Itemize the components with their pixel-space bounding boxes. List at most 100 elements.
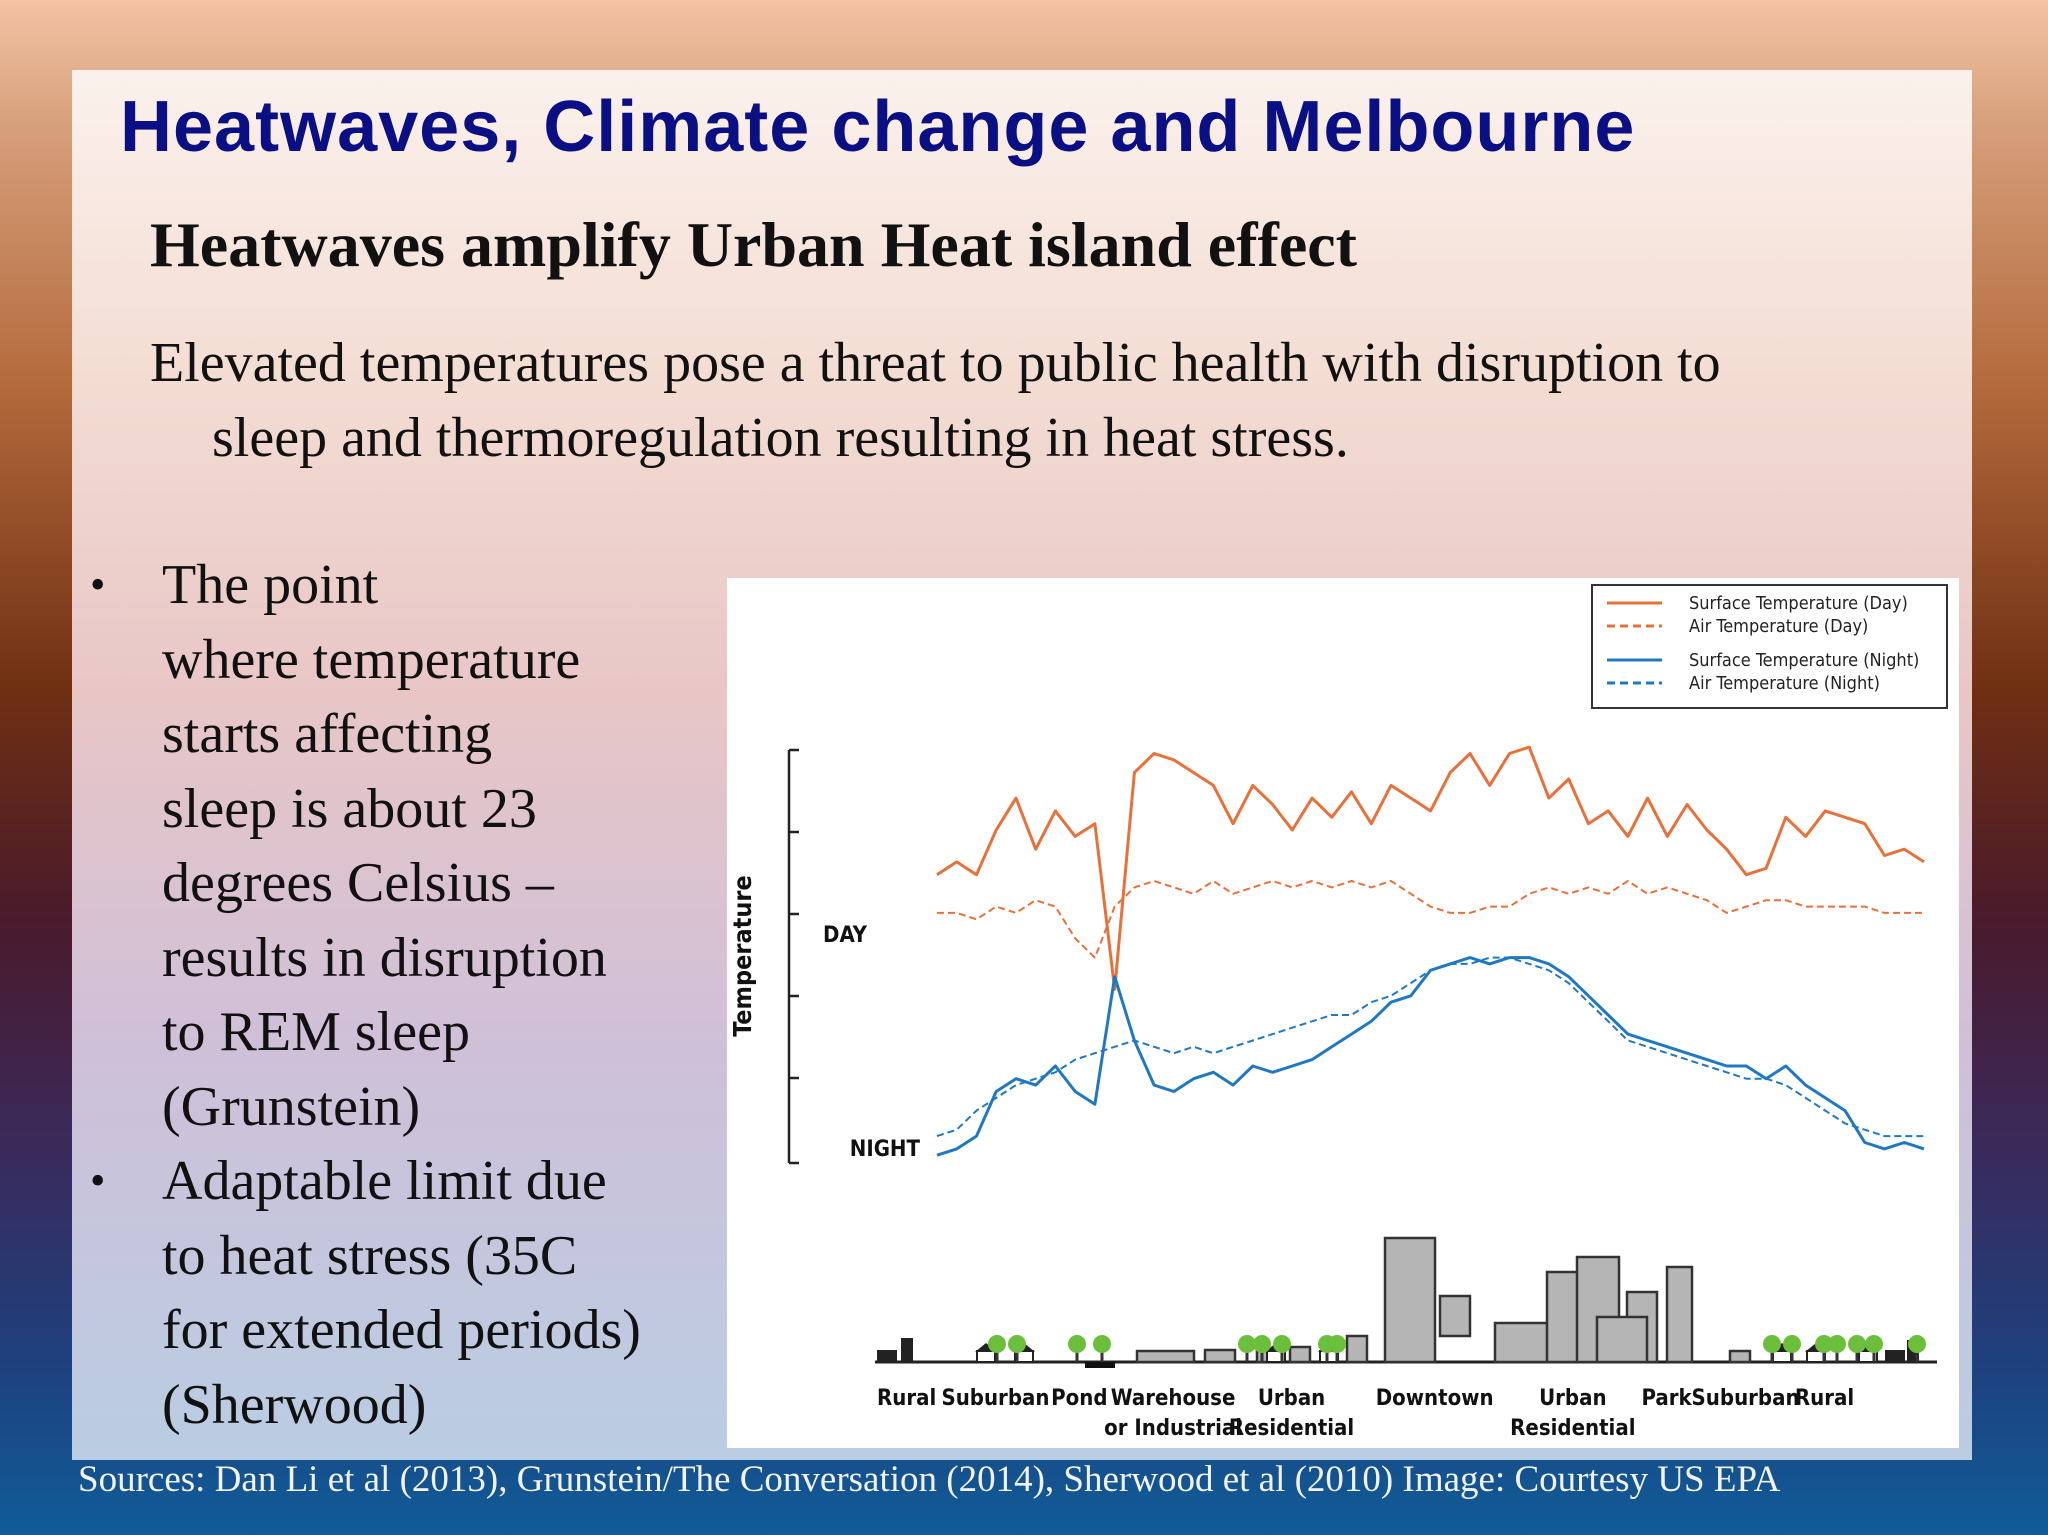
tree-trunk (1260, 1348, 1264, 1362)
chart-legend: Surface Temperature (Day)Air Temperature… (1591, 584, 1948, 709)
bullet-line: results in disruption (162, 926, 607, 989)
building (1345, 1334, 1369, 1364)
tree-trunk (1325, 1348, 1329, 1362)
day-label: DAY (823, 923, 868, 948)
series-line-3 (936, 956, 1924, 1138)
tree-trunk (1855, 1348, 1859, 1362)
rural-building (1885, 1350, 1905, 1362)
tree (1848, 1335, 1866, 1353)
night-label: NIGHT (850, 1137, 921, 1162)
land-use-label-line: Suburban (941, 1386, 1049, 1411)
legend-box (1591, 584, 1948, 709)
tree (1815, 1335, 1833, 1353)
bullet-line: starts affecting (162, 703, 493, 765)
tree-trunk (1872, 1348, 1876, 1362)
slide-title: Heatwaves, Climate change and Melbourne (120, 87, 1636, 167)
tree-trunk (1835, 1348, 1839, 1362)
rural-building (901, 1338, 913, 1362)
pond (1085, 1362, 1115, 1368)
tree-trunk (1280, 1348, 1284, 1362)
land-use-label: Suburban (941, 1386, 1049, 1411)
legend-entry: Surface Temperature (Day) (1689, 593, 1908, 614)
land-use-label-line: Urban (1258, 1386, 1325, 1411)
heat-island-chart: Surface Temperature (Day) Air Temperature… (727, 578, 1959, 1448)
series-line-0 (936, 745, 1925, 991)
y-axis-label: Temperature (728, 875, 757, 1036)
tree (1828, 1335, 1846, 1353)
bullet-item-heat-stress: Adaptable limit due to heat stress (35C … (85, 1144, 725, 1442)
land-use-label: Rural (1795, 1386, 1854, 1411)
tree (1068, 1335, 1086, 1353)
land-use-label-line: Warehouse (1111, 1386, 1236, 1411)
tree (1763, 1335, 1781, 1353)
bullet-line: for extended periods) (162, 1299, 641, 1361)
bullet-item-sleep: The point where temperature starts affec… (85, 548, 725, 1144)
series-lines (936, 745, 1925, 1157)
tree-trunk (1015, 1348, 1019, 1362)
building (1438, 1294, 1472, 1338)
intro-paragraph: Elevated temperatures pose a threat to p… (150, 326, 1910, 476)
bullet-list: The point where temperature starts affec… (85, 548, 725, 1442)
tree-trunk (1335, 1348, 1339, 1362)
land-use-label: Suburban (1692, 1386, 1800, 1411)
tree (1865, 1335, 1883, 1353)
bullet-line: to REM sleep (162, 1001, 470, 1063)
legend-entry: Air Temperature (Day) (1689, 616, 1868, 637)
legend-entry: Surface Temperature (Night) (1689, 650, 1919, 671)
sources-footer: Sources: Dan Li et al (2013), Grunstein/… (78, 1459, 1781, 1500)
land-use-label-line: Residential (1229, 1416, 1354, 1441)
tree (988, 1335, 1006, 1353)
building (1288, 1345, 1312, 1364)
land-use-label-line: Pond (1051, 1386, 1107, 1411)
tree (1328, 1335, 1346, 1353)
chart-svg: Surface Temperature (Day)Air Temperature… (728, 584, 1948, 1441)
land-use-label: Downtown (1376, 1386, 1494, 1411)
tree (1783, 1335, 1801, 1353)
bullet-line: (Sherwood) (162, 1373, 427, 1436)
tree-trunk (995, 1348, 999, 1362)
house (1772, 1350, 1792, 1363)
building (1203, 1348, 1237, 1364)
y-axis: Temperature DAY NIGHT (728, 748, 921, 1165)
bullet-line: sleep is about 23 (162, 777, 537, 840)
land-use-label-line: Residential (1510, 1416, 1635, 1441)
tree-trunk (1770, 1348, 1774, 1362)
bullet-line: to heat stress (35C (162, 1224, 578, 1287)
land-use-label: Park (1642, 1386, 1693, 1411)
tree-trunk (1100, 1348, 1104, 1362)
land-use-label-line: Rural (1795, 1386, 1854, 1411)
building (1728, 1349, 1752, 1364)
bullet-line: The point (162, 554, 379, 616)
tree-trunk (1245, 1348, 1249, 1362)
building (1135, 1349, 1196, 1364)
rural-building (877, 1350, 897, 1362)
land-use-label-line: Urban (1539, 1386, 1606, 1411)
land-use-label-line: Park (1642, 1386, 1693, 1411)
bullet-line: degrees Celsius – (162, 852, 554, 914)
intro-line-2: sleep and thermoregulation resulting in … (212, 407, 1349, 469)
tree (1093, 1335, 1111, 1353)
land-use-label-line: or Industrial (1104, 1416, 1242, 1441)
land-use-label: Urban Residential (1510, 1386, 1635, 1441)
tree (1238, 1335, 1256, 1353)
land-use-label: Warehouse or Industrial (1104, 1386, 1242, 1441)
tree-trunk (1075, 1348, 1079, 1362)
tree (1008, 1335, 1026, 1353)
slide-subtitle: Heatwaves amplify Urban Heat island effe… (150, 209, 1357, 280)
tree (1908, 1335, 1926, 1353)
land-use-label: Rural (877, 1386, 936, 1411)
tree-trunk (1790, 1348, 1794, 1362)
house (976, 1350, 996, 1363)
tree-trunk (1915, 1348, 1919, 1362)
city-skyline (875, 1236, 1937, 1368)
land-use-label-line: Suburban (1692, 1386, 1800, 1411)
intro-line-1: Elevated temperatures pose a threat to p… (150, 332, 1721, 394)
land-use-labels: Rural Suburban Pond Warehouse or IndustrialU… (877, 1386, 1854, 1441)
bullet-line: Adaptable limit due (162, 1150, 607, 1212)
tree-trunk (1822, 1348, 1826, 1362)
land-use-label: Pond (1051, 1386, 1107, 1411)
bullet-line: where temperature (162, 628, 581, 691)
land-use-label-line: Rural (877, 1386, 936, 1411)
tree (1253, 1335, 1271, 1353)
land-use-label-line: Downtown (1376, 1386, 1494, 1411)
